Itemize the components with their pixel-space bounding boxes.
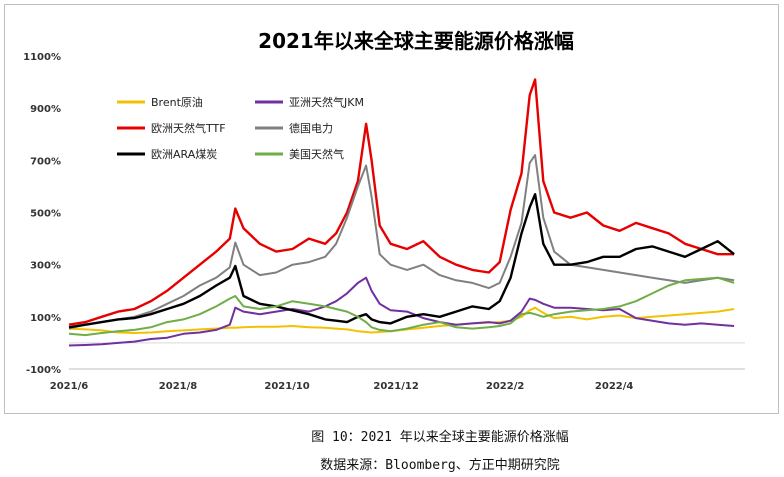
y-tick-label: 300% <box>30 261 61 272</box>
series-lines <box>68 78 735 347</box>
series-line-5 <box>68 276 735 337</box>
x-axis: 2021/6 2021/8 2021/10 2021/12 2022/2 2022/4 <box>50 368 745 392</box>
line-chart: 2021年以来全球主要能源价格涨幅 1100%900%700%500%300%1… <box>23 29 745 392</box>
series-line-4 <box>68 192 735 329</box>
x-tick-label: 2021/10 <box>264 381 309 392</box>
y-tick-label: 700% <box>30 156 61 167</box>
source-caption: 数据来源：Bloomberg、方正中期研究院 <box>320 458 560 473</box>
legend-label: 欧洲天然气TTF <box>151 121 226 135</box>
series-line-1 <box>68 276 735 347</box>
legend-label: 美国天然气 <box>289 147 344 161</box>
x-tick-label: 2021/12 <box>373 381 418 392</box>
y-tick-label: 1100% <box>23 52 61 63</box>
y-tick-label: -100% <box>26 365 61 376</box>
chart-frame: 2021年以来全球主要能源价格涨幅 1100% 900% 700% 500% 300% 1… <box>4 4 779 414</box>
series-line-3 <box>68 154 735 330</box>
series-line-2 <box>68 78 735 326</box>
y-tick-label: 900% <box>30 104 61 115</box>
legend-label: 亚洲天然气JKM <box>289 95 364 109</box>
chart-title: 2021年以来全球主要能源价格涨幅 <box>258 29 574 53</box>
y-axis-labels: 1100% 900% 700% 500% 300% 100% -100% <box>23 52 61 376</box>
x-tick-label: 2022/4 <box>595 381 633 392</box>
x-tick-label: 2021/6 <box>50 381 88 392</box>
legend-label: 德国电力 <box>289 121 333 135</box>
y-tick-label: 100% <box>30 313 61 324</box>
legend-label: Brent原油 <box>151 95 203 109</box>
x-tick-label: 2021/8 <box>159 381 197 392</box>
y-tick-label: 500% <box>30 209 61 220</box>
x-tick-label: 2022/2 <box>486 381 524 392</box>
legend-label: 欧洲ARA煤炭 <box>151 148 217 161</box>
figure-caption: 图 10：2021 年以来全球主要能源价格涨幅 <box>311 430 569 445</box>
